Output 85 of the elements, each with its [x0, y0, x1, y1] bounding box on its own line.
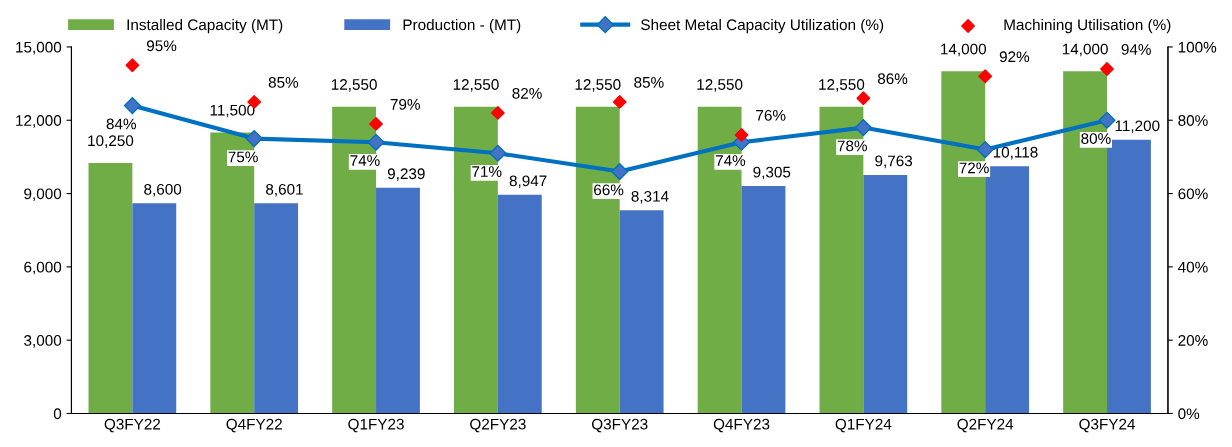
data-label: 76%: [756, 109, 786, 121]
data-label: 8,600: [144, 183, 182, 197]
data-label: 11,200: [1115, 120, 1160, 134]
x-tick-label: Q4FY23: [713, 418, 770, 433]
bar: [863, 174, 908, 414]
y-tick-label: 0: [53, 408, 62, 420]
y-tick-label: 9,000: [24, 188, 62, 202]
bar: [132, 203, 177, 414]
legend-label: Sheet Metal Capacity Utilization (%): [641, 18, 884, 34]
bar: [619, 210, 664, 414]
data-label: 14,000: [941, 43, 987, 57]
point: [1098, 111, 1116, 129]
data-label: 10,250: [88, 135, 134, 148]
data-label: 12,550: [331, 79, 377, 92]
y2-tick-label: 40%: [1178, 261, 1208, 273]
data-label: 85%: [268, 76, 299, 88]
point: [612, 95, 627, 109]
data-label: 12,550: [453, 79, 499, 92]
y2-tick-label: 20%: [1178, 335, 1208, 346]
data-label: 9,763: [875, 155, 913, 169]
point: [490, 106, 505, 120]
data-label: 82%: [512, 87, 542, 99]
point: [123, 97, 141, 115]
data-label: 78%: [837, 140, 867, 152]
data-label: 9,305: [753, 166, 791, 180]
x-tick-label: Q3FY24: [1079, 418, 1136, 433]
point: [367, 133, 385, 151]
legend-label: Production - (MT): [403, 18, 521, 34]
y2-tick-label: 0%: [1178, 408, 1200, 420]
bar: [741, 186, 786, 414]
x-tick-label: Q1FY24: [835, 418, 892, 433]
data-label: 8,601: [266, 183, 303, 197]
point: [369, 117, 383, 131]
y-tick-label: 3,000: [24, 335, 62, 348]
data-label: 66%: [594, 184, 624, 196]
legend-label: Installed Capacity (MT): [127, 18, 283, 34]
bar: [254, 203, 299, 414]
data-label: 95%: [146, 40, 177, 52]
y-tick-label: 6,000: [24, 261, 62, 275]
data-label: 72%: [959, 162, 989, 174]
point: [1100, 62, 1114, 76]
x-tick-label: Q3FY22: [104, 418, 161, 433]
data-label: 80%: [1081, 133, 1111, 144]
bar: [376, 187, 420, 414]
data-label: 12,550: [575, 79, 621, 92]
bar: [497, 194, 542, 414]
data-label: 92%: [999, 51, 1030, 63]
data-label: 94%: [1121, 43, 1151, 55]
point: [734, 127, 749, 142]
point: [856, 91, 871, 106]
data-label: 8,947: [509, 175, 547, 189]
y2-tick-label: 100%: [1178, 41, 1217, 53]
point: [854, 119, 872, 137]
data-label: 79%: [390, 98, 420, 110]
bar: [88, 163, 133, 414]
point: [489, 144, 507, 162]
data-label: 12,550: [819, 79, 865, 92]
y-tick-label: 15,000: [16, 41, 62, 55]
data-label: 86%: [877, 73, 908, 85]
data-label: 14,000: [1062, 43, 1108, 57]
data-label: 75%: [228, 151, 258, 163]
data-label: 9,239: [387, 168, 425, 181]
data-label: 8,314: [631, 190, 669, 204]
legend-label: Machining Utilisation (%): [1004, 18, 1171, 34]
data-label: 74%: [350, 155, 380, 166]
x-tick-label: Q1FY23: [348, 418, 404, 433]
data-label: 85%: [634, 76, 664, 88]
data-label: 71%: [472, 166, 502, 177]
point: [978, 69, 993, 84]
data-label: 10,118: [993, 146, 1038, 160]
data-label: 74%: [715, 155, 746, 166]
x-tick-label: Q2FY24: [957, 418, 1014, 433]
x-tick-label: Q4FY22: [226, 418, 282, 433]
data-label: 12,550: [697, 79, 743, 92]
point: [125, 58, 140, 73]
y-tick-label: 12,000: [16, 115, 62, 128]
y2-tick-label: 80%: [1178, 115, 1208, 126]
point: [976, 141, 994, 159]
data-label: 11,500: [210, 104, 255, 118]
point: [245, 130, 263, 148]
data-label: 84%: [106, 118, 137, 130]
y2-tick-label: 60%: [1178, 188, 1208, 200]
point: [611, 163, 629, 181]
x-tick-label: Q3FY23: [591, 418, 648, 433]
x-tick-label: Q2FY23: [470, 418, 526, 433]
